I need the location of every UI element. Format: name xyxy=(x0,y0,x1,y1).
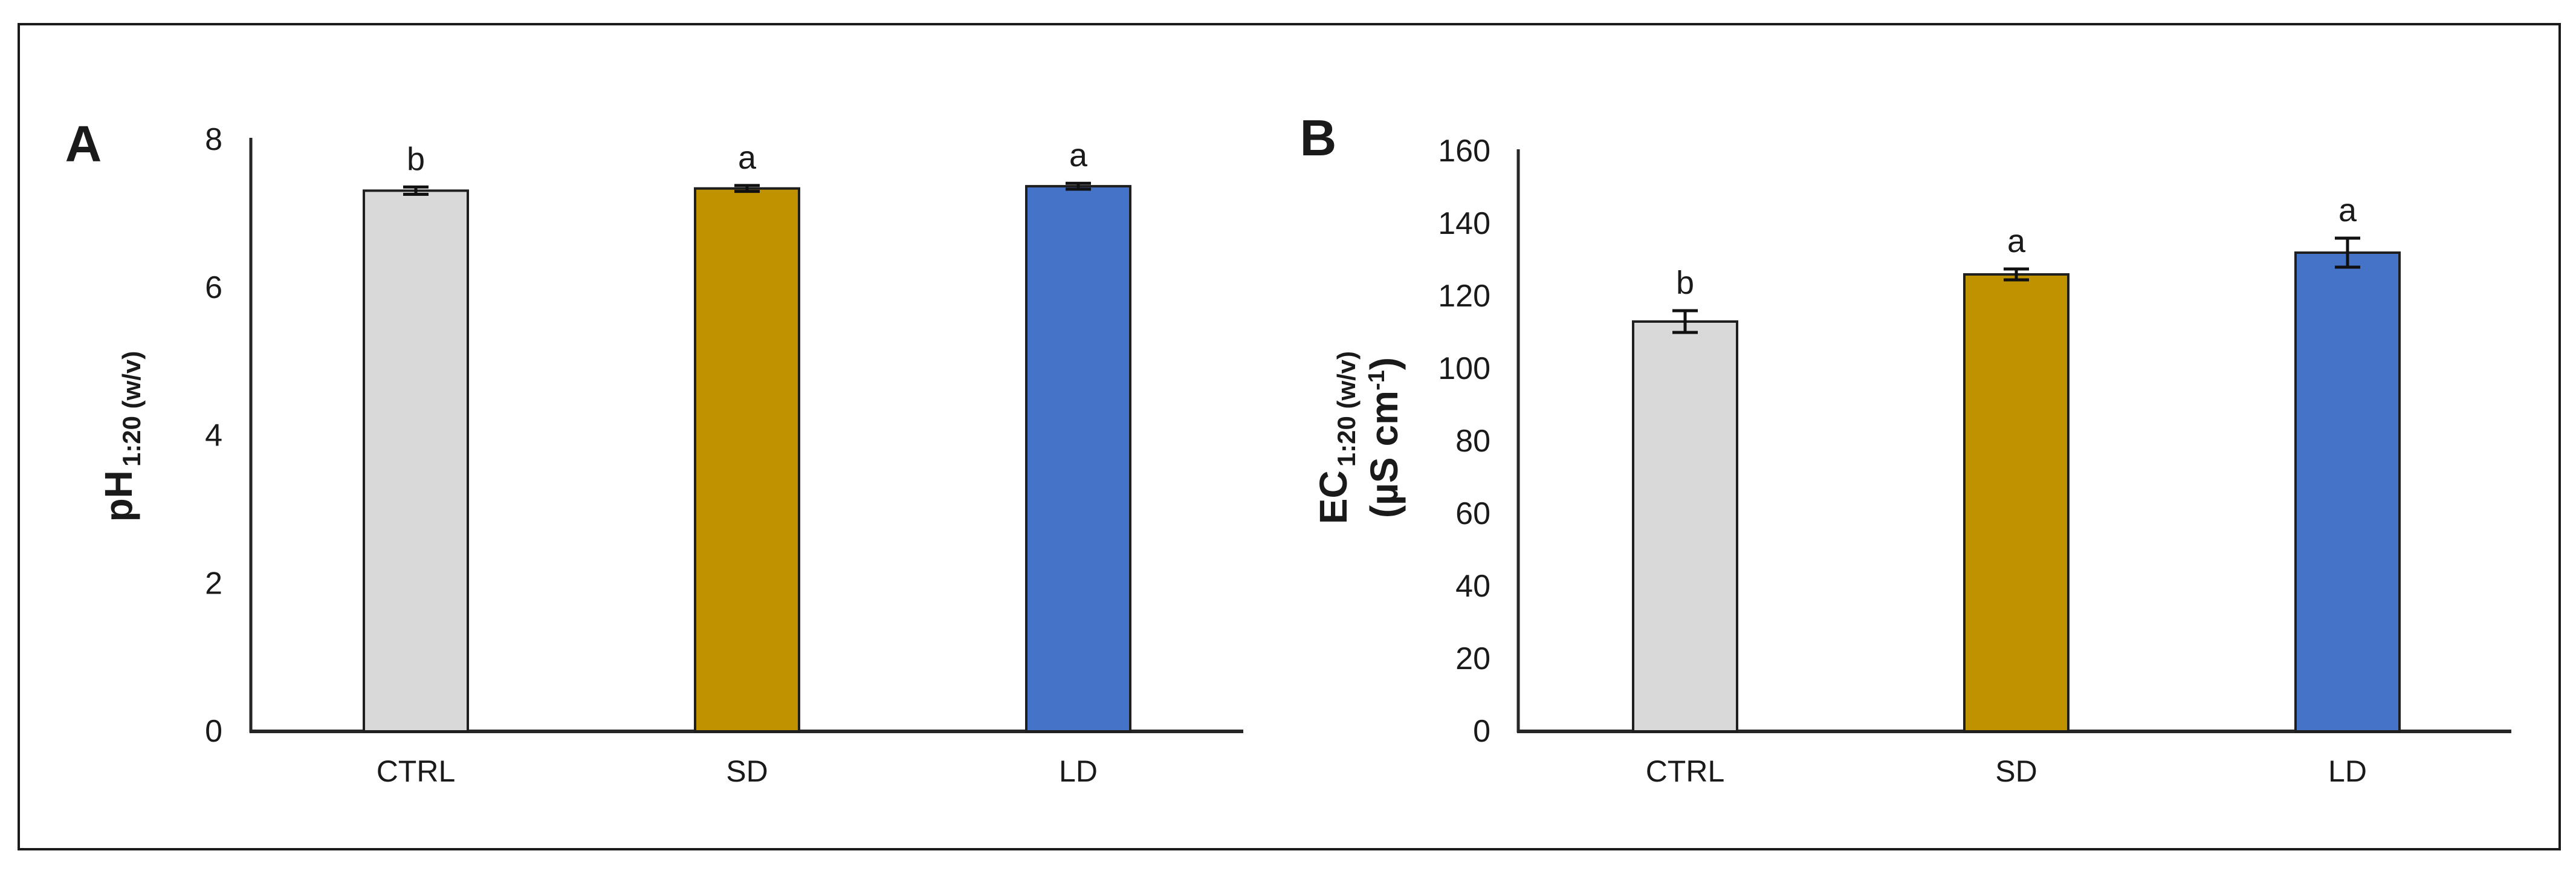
significance-letter: a xyxy=(1069,137,1088,173)
significance-letter: a xyxy=(2338,192,2357,228)
bar-ctrl xyxy=(1632,320,1738,733)
bar-ld xyxy=(1025,185,1131,733)
bar-ld xyxy=(2294,251,2401,733)
significance-letter: a xyxy=(738,140,757,176)
y-tick-label: 20 xyxy=(1455,641,1490,676)
y-tick-label: 80 xyxy=(1455,424,1490,459)
y-tick-label: 40 xyxy=(1455,569,1490,604)
y-tick-label: 100 xyxy=(1438,351,1490,386)
bar-sd xyxy=(694,187,800,733)
x-category-label: LD xyxy=(2328,754,2367,788)
y-tick-label: 6 xyxy=(205,270,222,305)
x-category-label: SD xyxy=(1995,754,2037,788)
significance-letter: b xyxy=(407,141,425,177)
y-tick-label: 140 xyxy=(1438,206,1490,241)
y-axis-title: EC1:20 (w/v) xyxy=(1312,351,1361,524)
x-category-label: LD xyxy=(1059,754,1098,788)
y-tick-label: 0 xyxy=(1473,714,1490,749)
panel-letter: A xyxy=(65,115,102,172)
significance-letter: a xyxy=(2007,223,2026,259)
significance-letter: b xyxy=(1676,265,1694,301)
panel-letter: B xyxy=(1300,109,1337,166)
y-axis-title-units: (µS cm-1) xyxy=(1362,357,1406,518)
y-tick-label: 120 xyxy=(1438,279,1490,314)
y-tick-label: 60 xyxy=(1455,496,1490,531)
bar-sd xyxy=(1963,273,2070,733)
y-axis-title: pH1:20 (w/v) xyxy=(97,351,146,522)
x-category-label: CTRL xyxy=(377,754,456,788)
y-tick-label: 4 xyxy=(205,418,222,453)
y-tick-label: 8 xyxy=(205,122,222,157)
x-category-label: SD xyxy=(726,754,768,788)
x-category-label: CTRL xyxy=(1646,754,1725,788)
y-tick-label: 2 xyxy=(205,566,222,601)
y-tick-label: 160 xyxy=(1438,134,1490,169)
bar-ctrl xyxy=(363,189,469,733)
y-tick-label: 0 xyxy=(205,714,222,749)
